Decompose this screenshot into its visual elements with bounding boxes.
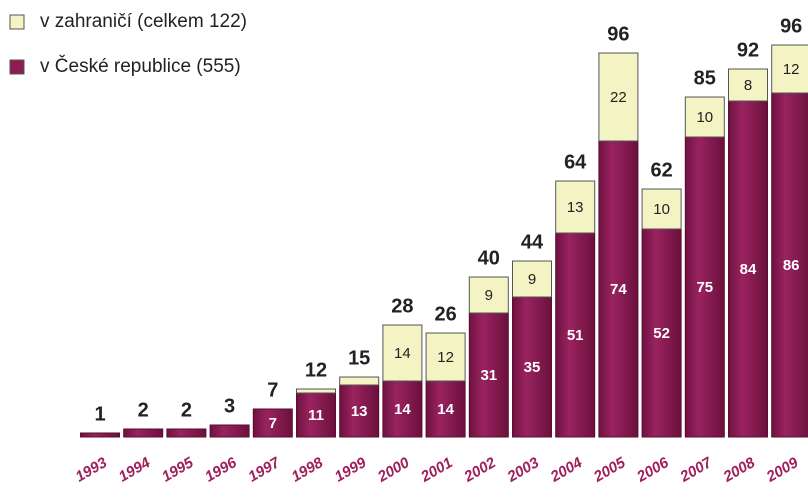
segment-label: 13 [567,199,584,216]
bar-segment [80,432,120,438]
bar-segment [382,324,423,382]
segment-label: 13 [351,403,368,420]
x-tick-label: 1999 [332,454,370,486]
x-tick-label: 2002 [461,454,500,486]
x-tick-label: 1997 [245,454,283,486]
segment-label: 10 [653,201,670,218]
segment-label: 52 [653,325,670,342]
segment-label: 10 [696,109,713,126]
legend-label: v České republice (555) [40,55,241,77]
segment-label: 12 [437,349,454,366]
x-tick-label: 1996 [202,454,240,486]
total-label: 1 [94,403,105,425]
segment-label: 14 [394,345,411,362]
total-label: 40 [478,247,500,269]
bar-segment [684,96,725,138]
bar-segment [166,428,207,438]
x-tick-label: 2000 [374,454,413,486]
segment-label: 75 [696,279,713,296]
total-label: 2 [138,399,149,421]
bar-segment [296,392,336,438]
bar-segment [209,424,250,438]
total-label: 12 [305,359,327,381]
total-label: 2 [181,399,192,421]
total-label: 28 [391,295,413,317]
segment-label: 9 [528,271,536,288]
x-tick-label: 2003 [504,454,543,486]
bar-segment [252,408,293,438]
total-label: 3 [224,395,235,417]
bar-segment [123,428,164,438]
segment-label: 35 [524,359,541,376]
x-tick-label: 2007 [677,454,716,486]
legend-label: v zahraničí (celkem 122) [40,11,247,32]
total-label: 44 [521,231,544,253]
bar-segment [641,228,682,438]
bar-segment [512,296,552,438]
segment-label: 8 [744,77,752,94]
segment-label: 74 [610,281,627,298]
bar-segment [425,380,466,438]
x-tick-label: 1994 [116,454,154,486]
x-tick-label: 1993 [73,454,111,486]
segment-label: 9 [485,287,493,304]
bar-segment [728,68,768,102]
segment-label: 51 [567,327,584,344]
segment-label: 84 [740,261,757,278]
x-tick-label: 2001 [417,454,455,486]
bar-segment [468,312,509,438]
bar-segment [339,376,380,386]
segment-label: 14 [394,401,411,418]
segment-label: 12 [783,61,800,78]
segment-label: 14 [437,401,454,418]
total-label: 7 [267,379,278,401]
total-label: 26 [434,303,456,325]
x-tick-label: 1995 [159,454,197,486]
bar-segment [512,260,552,298]
legend-swatch [9,59,25,75]
bar-segment [598,52,639,142]
total-label: 96 [780,15,802,37]
x-tick-label: 2006 [633,454,672,486]
total-label: 85 [694,67,716,89]
total-label: 64 [564,151,587,173]
total-label: 62 [650,159,672,181]
x-tick-label: 2009 [763,454,802,486]
bar-segment [771,92,808,438]
bar-segment [296,388,336,394]
x-tick-label: 2008 [720,454,759,486]
bar-segment [468,276,509,314]
bar-segment [641,188,682,230]
total-label: 92 [737,39,759,61]
bar-segment [555,232,596,438]
bar-segment [555,180,596,234]
bar-segment [728,100,768,438]
x-tick-label: 2005 [590,454,629,486]
segment-label: 86 [783,257,800,274]
segment-label: 11 [308,407,324,424]
bar-segment [425,332,466,382]
segment-label: 7 [269,415,277,432]
x-tick-label: 2004 [547,454,586,486]
segment-label: 22 [610,89,627,106]
x-tick-label: 1998 [289,454,327,486]
legend-swatch [9,14,25,30]
segment-label: 31 [480,367,497,384]
bar-segment [684,136,725,438]
bar-segment [771,44,808,94]
total-label: 15 [348,347,370,369]
bar-segment [382,380,423,438]
total-label: 96 [607,23,629,45]
